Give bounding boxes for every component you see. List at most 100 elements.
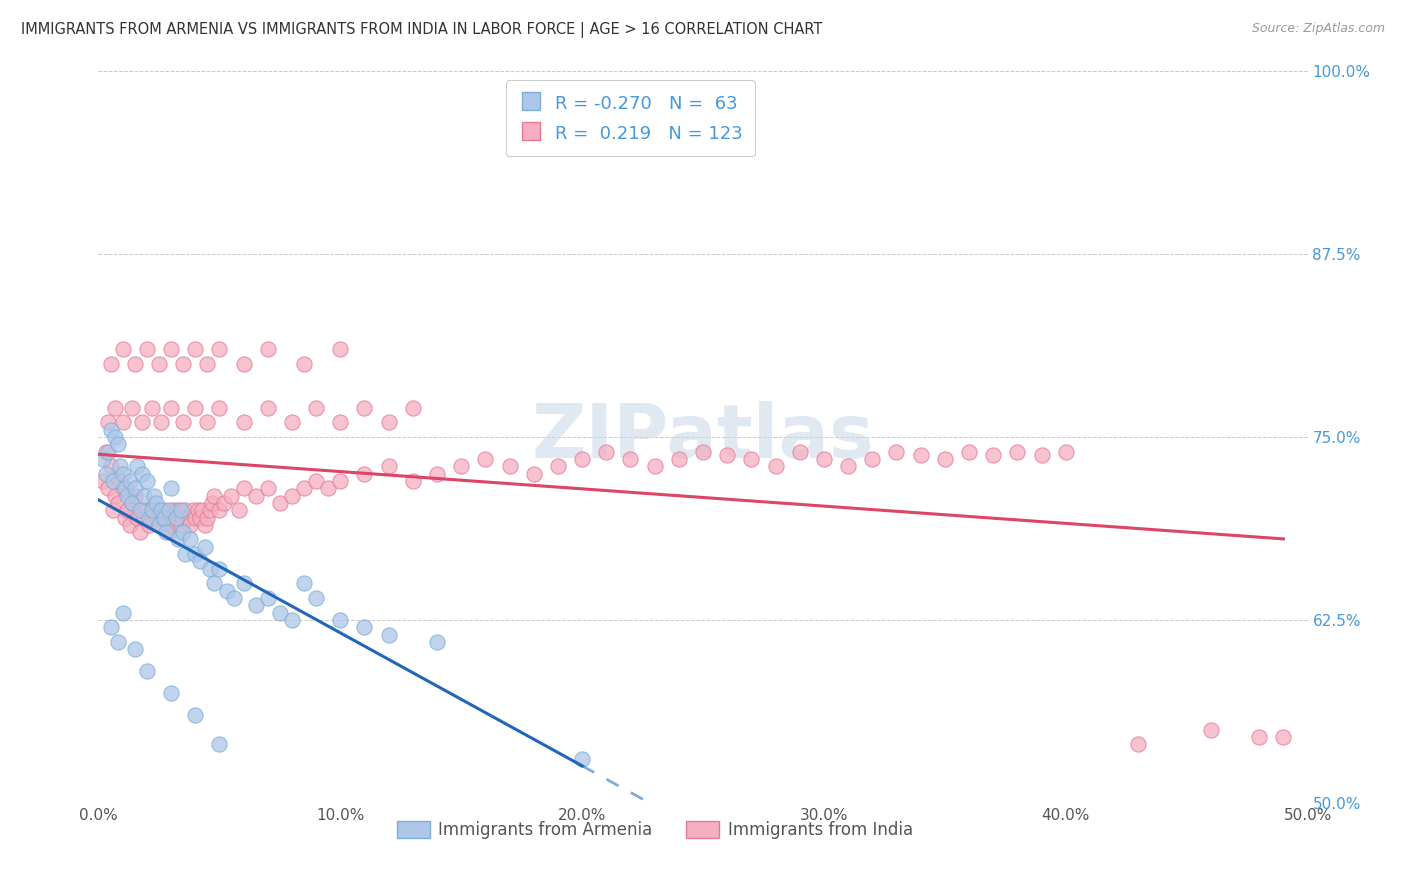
- Point: [957, 444, 980, 458]
- Point: [245, 599, 267, 613]
- Point: [353, 467, 375, 481]
- Point: [111, 343, 134, 357]
- Point: [94, 467, 117, 481]
- Point: [195, 357, 218, 371]
- Point: [143, 489, 166, 503]
- Point: [141, 503, 163, 517]
- Point: [97, 416, 120, 430]
- Point: [208, 343, 231, 357]
- Point: [204, 576, 226, 591]
- Point: [155, 525, 177, 540]
- Point: [172, 357, 194, 371]
- Point: [981, 448, 1004, 462]
- Point: [111, 606, 134, 620]
- Point: [1007, 444, 1029, 458]
- Point: [329, 416, 352, 430]
- Point: [172, 416, 194, 430]
- Point: [124, 357, 146, 371]
- Point: [644, 459, 666, 474]
- Point: [571, 752, 593, 766]
- Point: [167, 533, 190, 547]
- Point: [160, 343, 183, 357]
- Point: [165, 510, 187, 524]
- Point: [121, 496, 143, 510]
- Point: [177, 510, 200, 524]
- Point: [91, 452, 114, 467]
- Point: [204, 489, 226, 503]
- Point: [789, 444, 811, 458]
- Point: [1054, 444, 1077, 458]
- Point: [134, 510, 156, 524]
- Point: [1128, 737, 1150, 751]
- Point: [450, 459, 472, 474]
- Point: [256, 343, 278, 357]
- Point: [152, 510, 174, 524]
- Point: [198, 503, 221, 517]
- Point: [135, 474, 157, 488]
- Point: [740, 452, 762, 467]
- Point: [256, 481, 278, 495]
- Point: [1272, 730, 1295, 744]
- Point: [111, 467, 134, 481]
- Point: [101, 474, 124, 488]
- Point: [97, 444, 120, 458]
- Point: [1249, 730, 1271, 744]
- Point: [114, 510, 136, 524]
- Point: [117, 503, 139, 517]
- Point: [232, 576, 254, 591]
- Point: [118, 517, 141, 532]
- Point: [595, 444, 617, 458]
- Point: [94, 444, 117, 458]
- Point: [1199, 723, 1222, 737]
- Point: [305, 401, 328, 415]
- Point: [157, 503, 180, 517]
- Point: [232, 481, 254, 495]
- Point: [329, 613, 352, 627]
- Point: [402, 474, 425, 488]
- Point: [131, 416, 153, 430]
- Point: [765, 459, 787, 474]
- Point: [547, 459, 569, 474]
- Point: [135, 664, 157, 678]
- Point: [160, 481, 183, 495]
- Point: [127, 459, 149, 474]
- Point: [184, 708, 207, 723]
- Point: [245, 489, 267, 503]
- Point: [201, 496, 224, 510]
- Text: ZIPatlas: ZIPatlas: [531, 401, 875, 474]
- Point: [107, 635, 129, 649]
- Text: Source: ZipAtlas.com: Source: ZipAtlas.com: [1251, 22, 1385, 36]
- Point: [256, 591, 278, 605]
- Point: [292, 357, 315, 371]
- Point: [131, 467, 153, 481]
- Point: [97, 481, 120, 495]
- Point: [135, 503, 157, 517]
- Point: [208, 737, 231, 751]
- Point: [184, 510, 207, 524]
- Point: [281, 613, 304, 627]
- Point: [150, 510, 173, 524]
- Point: [104, 489, 127, 503]
- Point: [305, 474, 328, 488]
- Point: [167, 503, 190, 517]
- Point: [128, 503, 150, 517]
- Point: [160, 517, 183, 532]
- Point: [195, 416, 218, 430]
- Point: [269, 606, 291, 620]
- Legend: Immigrants from Armenia, Immigrants from India: Immigrants from Armenia, Immigrants from…: [389, 814, 920, 846]
- Point: [169, 503, 191, 517]
- Point: [353, 401, 375, 415]
- Point: [668, 452, 690, 467]
- Point: [292, 481, 315, 495]
- Point: [121, 401, 143, 415]
- Point: [281, 489, 304, 503]
- Point: [692, 444, 714, 458]
- Point: [152, 503, 174, 517]
- Point: [179, 533, 201, 547]
- Point: [104, 430, 127, 444]
- Point: [292, 576, 315, 591]
- Point: [100, 423, 122, 437]
- Text: IMMIGRANTS FROM ARMENIA VS IMMIGRANTS FROM INDIA IN LABOR FORCE | AGE > 16 CORRE: IMMIGRANTS FROM ARMENIA VS IMMIGRANTS FR…: [21, 22, 823, 38]
- Point: [571, 452, 593, 467]
- Point: [716, 448, 738, 462]
